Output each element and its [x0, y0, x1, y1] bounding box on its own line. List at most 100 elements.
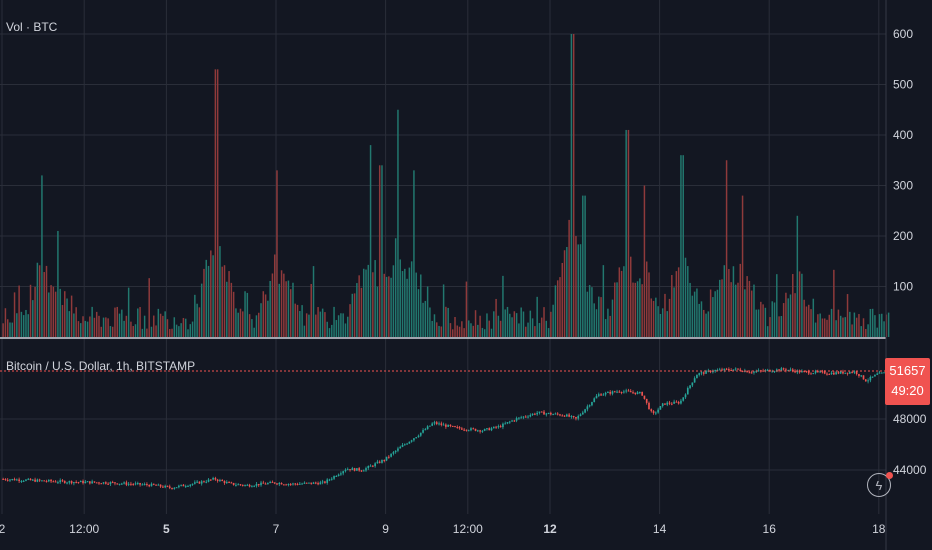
volume-bar [426, 286, 429, 337]
volume-bar [50, 285, 52, 337]
candle-body [867, 380, 869, 382]
volume-bar [392, 265, 395, 337]
candle-body [100, 483, 103, 485]
candle-body [645, 398, 648, 403]
candle-body [616, 391, 618, 393]
candle-body [342, 471, 345, 474]
volume-bar [673, 287, 675, 337]
volume-bar [497, 315, 500, 337]
volume-bar [502, 275, 504, 337]
volume-bar [232, 291, 235, 337]
candle-body [292, 483, 294, 485]
volume-bar [757, 309, 760, 337]
volume-bar [79, 323, 82, 337]
volume-bar [568, 219, 570, 337]
candle-body [146, 484, 148, 486]
candle-body [148, 485, 151, 487]
candle-body [438, 423, 440, 425]
volume-bar [61, 305, 64, 337]
volume-bar [221, 266, 223, 337]
volume-bar [91, 306, 93, 337]
volume-bar [798, 271, 801, 337]
candle-body [344, 469, 347, 472]
candle-body [739, 369, 742, 372]
volume-bar [684, 257, 687, 337]
candle-body [118, 483, 121, 485]
candle-body [198, 481, 201, 484]
candle-body [383, 460, 386, 462]
candle-body [429, 425, 431, 427]
volume-bar [100, 326, 103, 337]
volume-bar [846, 294, 849, 337]
candle-body [4, 479, 7, 481]
candle-body [556, 413, 559, 415]
candle-body [244, 484, 246, 486]
candle-body [826, 373, 828, 375]
volume-bar [511, 317, 513, 337]
candle-body [844, 372, 847, 374]
volume-bar [116, 306, 118, 337]
volume-bar [547, 328, 550, 337]
candle-body [70, 481, 73, 484]
volume-bar [155, 325, 157, 337]
volume-tick-label: 500 [893, 78, 913, 92]
volume-bar [146, 328, 148, 337]
volume-bar [299, 311, 301, 337]
candle-body [609, 391, 612, 394]
volume-bar [616, 282, 618, 337]
candle-body [639, 391, 641, 393]
candle-body [725, 368, 728, 370]
volume-bar [869, 308, 872, 337]
candle-body [116, 483, 119, 485]
volume-bar [543, 307, 545, 337]
volume-bar [495, 298, 497, 337]
candle-body [349, 469, 351, 471]
volume-bar [570, 34, 573, 337]
candle-body [260, 482, 262, 486]
volume-bar [618, 267, 621, 337]
volume-bar [849, 311, 851, 337]
candle-body [255, 483, 258, 486]
volume-bar [57, 230, 59, 337]
bar-countdown: 49:20 [891, 383, 924, 398]
candle-body [451, 425, 454, 427]
candle-body [2, 478, 4, 480]
candle-body [330, 478, 333, 480]
candle-body [837, 372, 840, 374]
volume-bar [273, 254, 276, 337]
volume-bar [687, 266, 689, 337]
volume-bar [305, 313, 308, 337]
volume-bar [874, 315, 876, 337]
candle-body [166, 485, 169, 487]
volume-bar [280, 270, 283, 337]
lightning-clock-icon[interactable]: ϟ [867, 472, 893, 497]
volume-bar [556, 280, 559, 337]
candle-body [390, 453, 392, 457]
candle-body [472, 428, 475, 430]
candle-body [488, 428, 491, 431]
volume-bar [470, 323, 472, 337]
candle-body [497, 426, 500, 428]
volume-bar [493, 311, 495, 337]
volume-bar [397, 109, 399, 337]
volume-bar [289, 289, 292, 337]
volume-bar [32, 300, 34, 337]
volume-bar [143, 315, 146, 337]
candle-body [381, 460, 383, 463]
time-tick-label: 14 [653, 522, 667, 536]
time-tick-label: 7 [273, 522, 280, 536]
candle-body [134, 483, 137, 485]
candle-body [34, 479, 36, 482]
candle-body [643, 395, 646, 399]
candle-body [324, 481, 326, 483]
candle-body [812, 373, 815, 375]
candle-body [506, 422, 509, 424]
volume-bar [746, 276, 748, 337]
candle-body [406, 443, 408, 445]
volume-bar [451, 329, 454, 337]
candle-body [702, 372, 705, 374]
volume-bar [196, 303, 198, 337]
candle-body [591, 402, 593, 406]
candle-body [540, 411, 543, 413]
